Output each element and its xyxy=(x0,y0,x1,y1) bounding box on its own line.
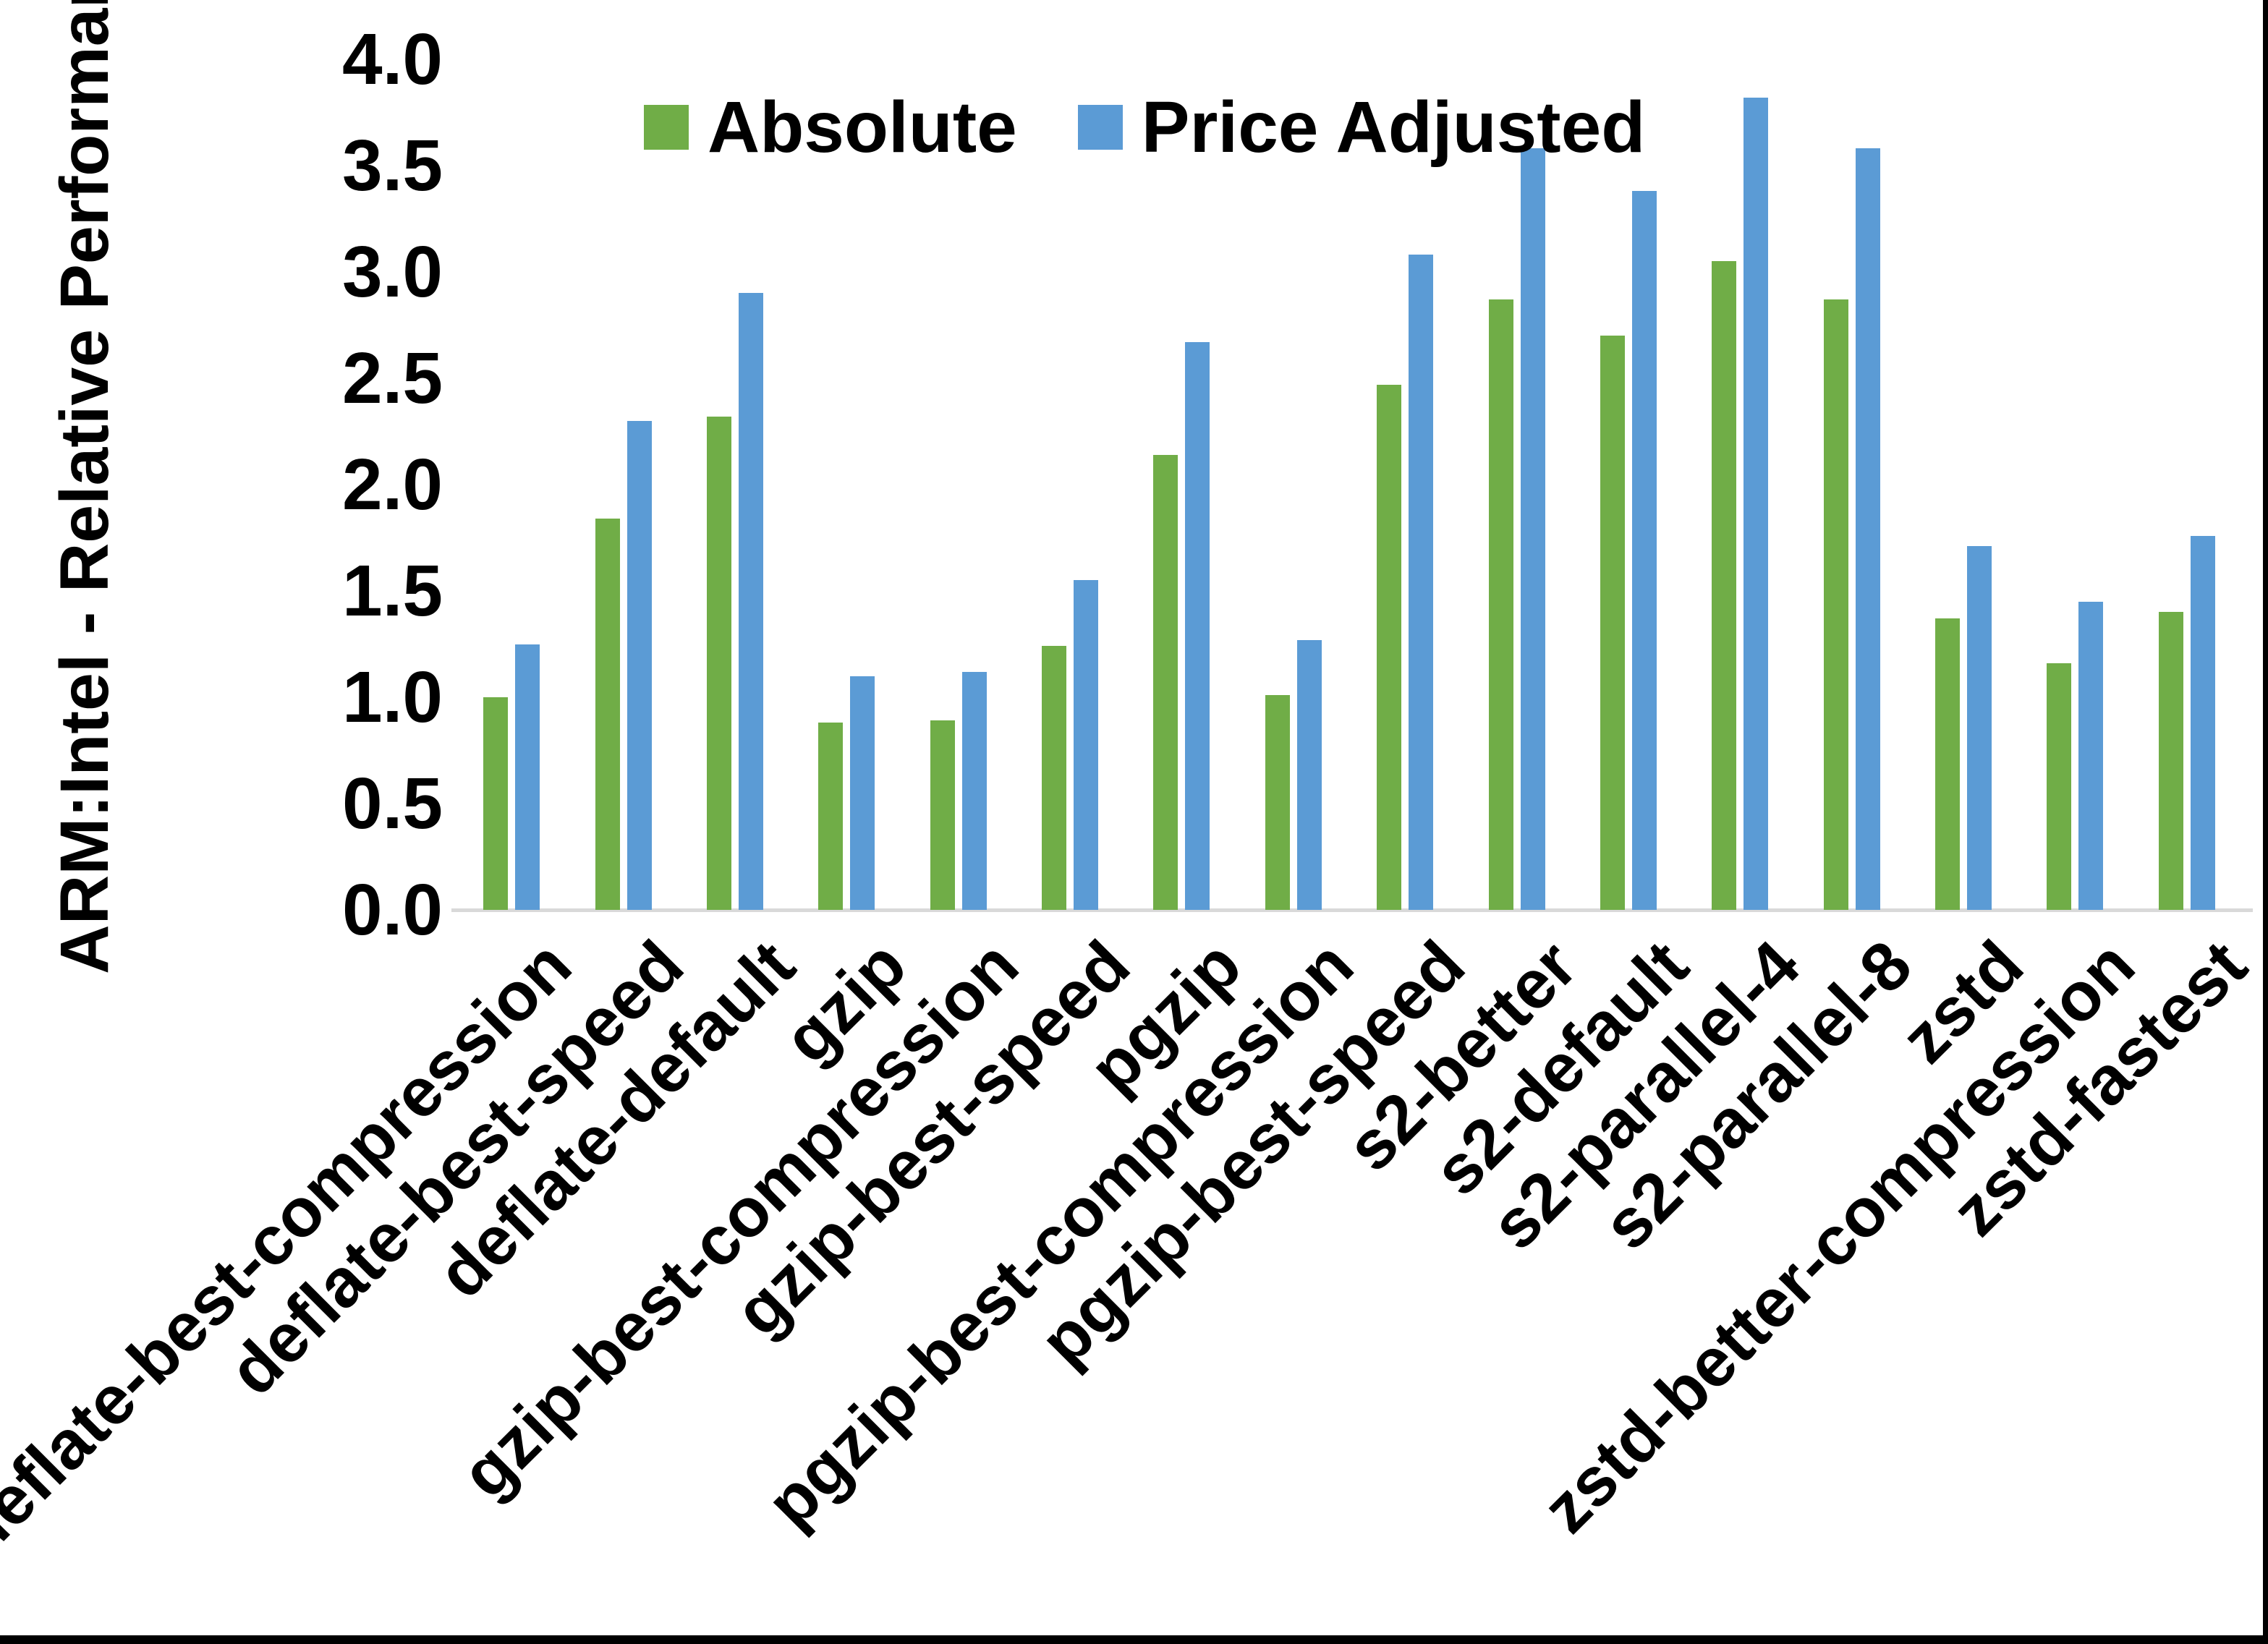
y-tick-label-0.5: 0.5 xyxy=(341,763,443,844)
bar-absolute-zstd xyxy=(1935,618,1961,910)
plot-area xyxy=(451,59,2253,912)
bar-price-adjusted-gzip-best-speed xyxy=(1074,580,1099,910)
bar-absolute-gzip-best-compression xyxy=(930,720,955,910)
bar-price-adjusted-deflate-default xyxy=(738,293,763,910)
legend-item-price-adjusted: Price Adjusted xyxy=(1077,87,1646,168)
bar-absolute-s2-better xyxy=(1488,299,1513,910)
bar-price-adjusted-s2-parallel-4 xyxy=(1744,97,1769,910)
bar-price-adjusted-s2-default xyxy=(1631,191,1657,910)
bar-absolute-pgzip-best-compression xyxy=(1265,695,1290,910)
y-axis-title: ARM:Intel - Relative Performance xyxy=(46,0,123,974)
legend-swatch-price-adjusted xyxy=(1077,105,1123,150)
legend-item-absolute: Absolute xyxy=(644,91,1017,163)
bar-price-adjusted-zstd-fastest xyxy=(2190,535,2215,910)
y-tick-label-2.5: 2.5 xyxy=(341,338,443,419)
y-tick-label-0.0: 0.0 xyxy=(341,869,443,950)
bar-group-s2-better xyxy=(1461,59,1572,910)
window-edge-right xyxy=(2263,0,2268,1644)
bar-group-deflate-best-compression xyxy=(456,59,567,910)
bar-absolute-s2-parallel-8 xyxy=(1823,299,1848,910)
bar-group-deflate-best-speed xyxy=(567,59,679,910)
bar-group-s2-parallel-8 xyxy=(1796,59,1908,910)
bar-absolute-s2-default xyxy=(1600,336,1625,910)
bar-absolute-pgzip xyxy=(1153,454,1178,910)
bar-group-zstd-better-compression xyxy=(2019,59,2131,910)
bar-price-adjusted-s2-parallel-8 xyxy=(1855,148,1880,910)
legend-swatch-absolute xyxy=(644,105,689,150)
y-tick-label-1.0: 1.0 xyxy=(341,657,443,738)
bar-price-adjusted-s2-better xyxy=(1520,148,1545,910)
bar-absolute-deflate-default xyxy=(706,416,731,910)
bar-group-gzip xyxy=(791,59,902,910)
bar-group-zstd xyxy=(1908,59,2019,910)
y-tick-label-1.5: 1.5 xyxy=(341,550,443,631)
y-tick-label-3.5: 3.5 xyxy=(341,125,443,206)
y-tick-label-4.0: 4.0 xyxy=(341,19,443,100)
bar-absolute-pgzip-best-speed xyxy=(1377,384,1402,910)
bar-price-adjusted-deflate-best-speed xyxy=(627,420,652,910)
bar-price-adjusted-gzip xyxy=(850,676,875,910)
bar-absolute-s2-parallel-4 xyxy=(1712,261,1737,910)
bar-group-zstd-fastest xyxy=(2131,59,2243,910)
bar-price-adjusted-zstd xyxy=(1967,546,1992,910)
bar-group-deflate-default xyxy=(679,59,791,910)
x-axis-line xyxy=(451,908,2253,912)
bar-group-s2-default xyxy=(1573,59,1684,910)
bar-absolute-deflate-best-speed xyxy=(595,519,620,910)
bar-price-adjusted-deflate-best-compression xyxy=(515,644,540,910)
y-tick-label-3.0: 3.0 xyxy=(341,231,443,312)
bar-absolute-deflate-best-compression xyxy=(483,697,509,910)
bar-price-adjusted-pgzip xyxy=(1185,342,1210,910)
bar-group-s2-parallel-4 xyxy=(1684,59,1796,910)
bar-group-pgzip-best-speed xyxy=(1349,59,1461,910)
y-tick-label-2.0: 2.0 xyxy=(341,444,443,525)
bar-absolute-zstd-fastest xyxy=(2158,612,2183,910)
bar-group-gzip-best-speed xyxy=(1014,59,1126,910)
bar-absolute-gzip-best-speed xyxy=(1042,646,1067,910)
bar-price-adjusted-zstd-better-compression xyxy=(2078,601,2104,910)
legend: Absolute Price Adjusted xyxy=(644,91,1645,163)
bar-price-adjusted-pgzip-best-compression xyxy=(1296,639,1322,910)
bar-price-adjusted-pgzip-best-speed xyxy=(1409,255,1434,910)
legend-label-price-adjusted: Price Adjusted xyxy=(1141,87,1646,168)
bar-group-gzip-best-compression xyxy=(903,59,1014,910)
bar-absolute-zstd-better-compression xyxy=(2047,663,2072,910)
bar-absolute-gzip xyxy=(818,723,844,910)
bar-group-pgzip-best-compression xyxy=(1238,59,1349,910)
legend-label-absolute: Absolute xyxy=(708,87,1017,168)
window-edge-bottom xyxy=(0,1635,2268,1644)
bar-group-pgzip xyxy=(1126,59,1237,910)
bar-price-adjusted-gzip-best-compression xyxy=(961,671,987,910)
